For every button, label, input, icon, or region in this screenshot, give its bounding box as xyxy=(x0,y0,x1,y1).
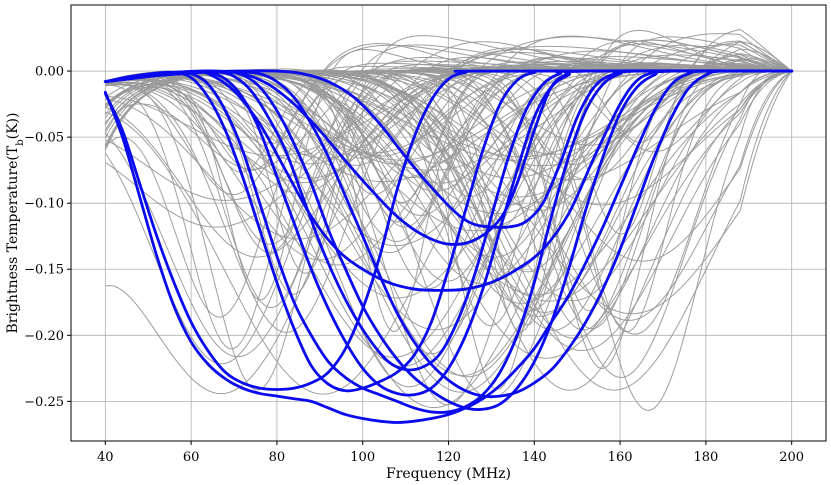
highlighted-series-group xyxy=(103,69,794,424)
x-axis-label: Frequency (MHz) xyxy=(386,466,511,482)
highlighted-series-line-7 xyxy=(103,69,794,391)
highlighted-series-line-5 xyxy=(103,69,794,372)
highlighted-series-line-9 xyxy=(103,69,794,411)
y-tick-label: 0.00 xyxy=(35,65,64,80)
x-tick-label: 140 xyxy=(522,450,547,465)
y-tick-label: −0.10 xyxy=(24,197,64,212)
background-series-line xyxy=(104,48,792,161)
y-axis-label-end: (K)) xyxy=(5,113,21,140)
highlighted-series-line-8 xyxy=(103,69,794,414)
background-series-line xyxy=(105,44,792,331)
x-tick-label: 160 xyxy=(608,450,633,465)
background-series-line xyxy=(105,70,792,393)
highlighted-series-line-6 xyxy=(103,69,794,397)
y-axis-label-sub: b xyxy=(15,139,26,145)
x-tick-label: 40 xyxy=(97,450,114,465)
background-series-line xyxy=(105,63,792,157)
y-axis-label-main: Brightness Temperature(T xyxy=(5,145,21,333)
y-tick-label: −0.20 xyxy=(24,329,64,344)
ticks: 40 60 80 100 120 140 160 180 200 0.00 −0.05 −0.10 −0… xyxy=(24,65,804,465)
background-series-line xyxy=(104,54,792,367)
highlighted-series-line-10 xyxy=(103,69,794,424)
y-tick-label: −0.15 xyxy=(24,263,64,278)
y-tick-label: −0.05 xyxy=(24,131,64,146)
x-tick-label: 100 xyxy=(350,450,375,465)
x-tick-label: 60 xyxy=(183,450,200,465)
x-tick-label: 120 xyxy=(436,450,461,465)
x-tick-label: 200 xyxy=(779,450,804,465)
x-tick-label: 180 xyxy=(693,450,718,465)
x-tick-label: 80 xyxy=(269,450,286,465)
y-tick-label: −0.25 xyxy=(24,395,64,410)
y-axis-label: Brightness Temperature(Tb(K)) xyxy=(5,113,26,334)
highlighted-series-line-4 xyxy=(103,69,794,393)
highlighted-series-line-11 xyxy=(103,69,794,399)
